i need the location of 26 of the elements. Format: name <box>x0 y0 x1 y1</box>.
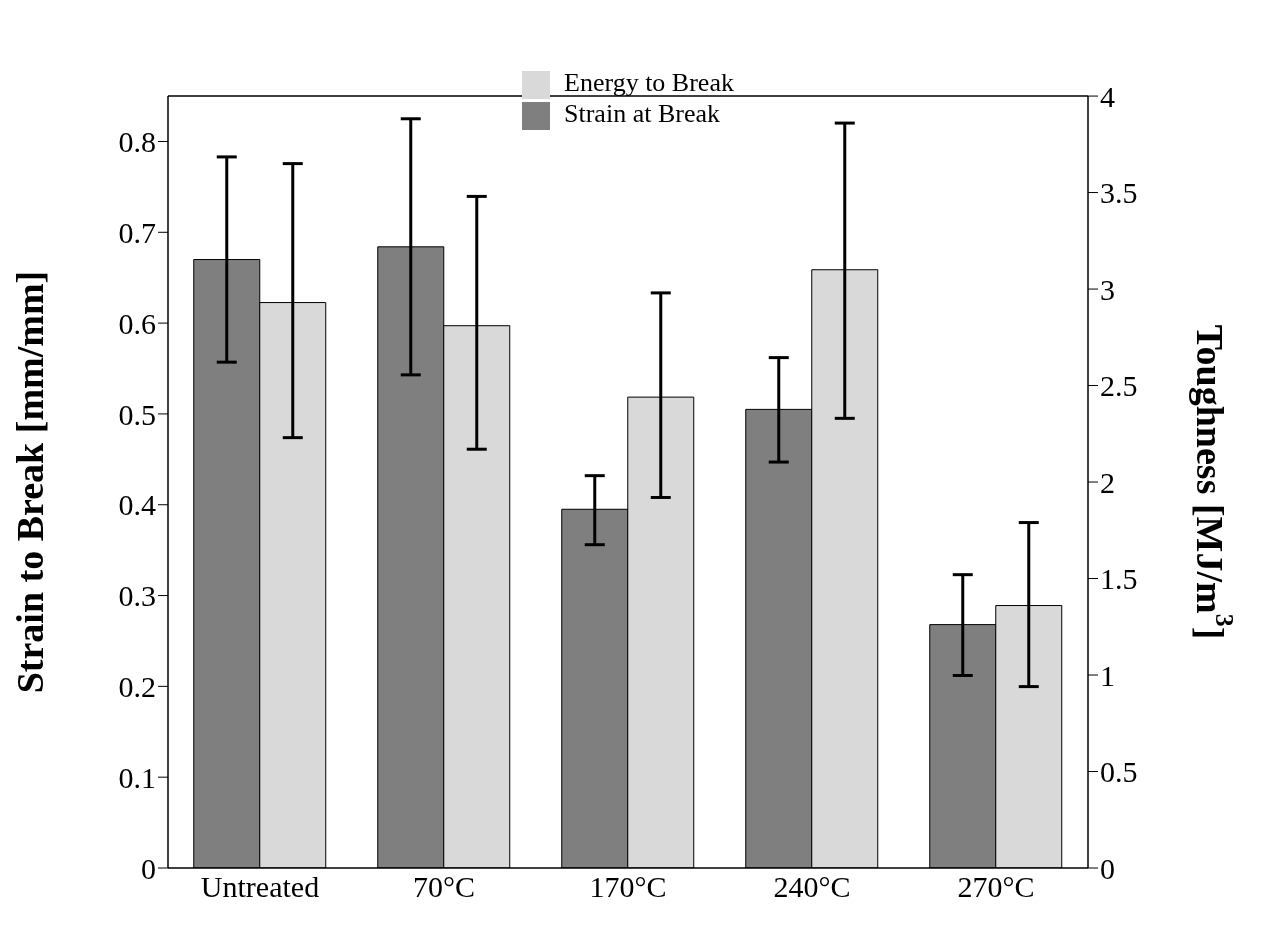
y-tick-label: 0.5 <box>118 397 156 431</box>
y-tick-label: 0.4 <box>118 488 156 522</box>
legend-label: Strain at Break <box>564 99 720 129</box>
y-tick-label: 0.3 <box>118 579 156 613</box>
y2-tick-label: 2.5 <box>1100 369 1138 403</box>
legend-label: Energy to Break <box>564 68 734 97</box>
x-tick-label: 240°C <box>773 870 851 904</box>
y2-tick-label: 4 <box>1100 79 1115 113</box>
x-tick-label: 270°C <box>957 870 1035 904</box>
y-tick-label: 0 <box>141 851 156 885</box>
x-tick-label: 170°C <box>589 870 667 904</box>
y-tick-label: 0.8 <box>118 125 156 159</box>
y-tick-label: 0.2 <box>118 670 156 704</box>
y2-tick-label: 3 <box>1100 272 1115 306</box>
y2-tick-label: 0 <box>1100 851 1115 885</box>
y2-tick-label: 0.5 <box>1100 755 1138 789</box>
y2-tick-label: 2 <box>1100 465 1115 499</box>
x-tick-label: 70°C <box>412 870 476 904</box>
y2-tick-label: 1 <box>1100 658 1115 692</box>
y-tick-label: 0.6 <box>118 306 156 340</box>
y2-tick-label: 1.5 <box>1100 562 1138 596</box>
y-tick-label: 0.7 <box>118 215 156 249</box>
y2-tick-label: 3.5 <box>1100 176 1138 210</box>
y-axis-title: Strain to Break [mm/mm] <box>9 270 51 694</box>
x-tick-label: Untreated <box>200 870 320 904</box>
y-tick-label: 0.1 <box>118 760 156 794</box>
